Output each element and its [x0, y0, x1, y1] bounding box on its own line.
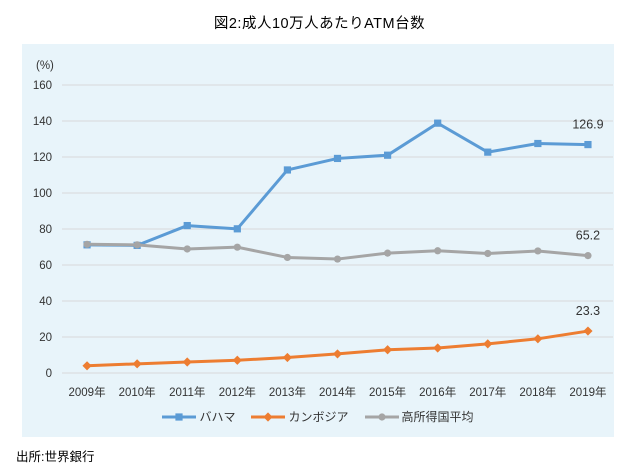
y-tick-label: 80: [39, 224, 52, 236]
square-marker: [333, 154, 342, 163]
square-marker: [283, 166, 292, 174]
y-tick-label: 40: [39, 296, 52, 308]
square-marker: [383, 151, 392, 159]
circle-marker: [377, 412, 386, 421]
square-marker: [233, 225, 241, 233]
legend-marker: [162, 412, 197, 421]
circle-marker: [484, 249, 492, 258]
circle-marker: [283, 253, 292, 262]
legend-label: 高所得国平均: [401, 410, 474, 424]
x-tick-label: 2016年: [419, 385, 456, 399]
x-tick-label: 2010年: [119, 385, 156, 399]
legend-label: バハマ: [199, 410, 236, 424]
data-label: 126.9: [572, 118, 603, 132]
x-tick-label: 2019年: [569, 385, 606, 399]
diamond-marker: [583, 326, 593, 336]
diamond-marker: [433, 343, 443, 353]
circle-marker: [534, 247, 542, 255]
line-chart-svg: 0 20 40 60 80 100 120 140 160 (%) 2009年 2010年 2011年 2…: [22, 44, 614, 437]
data-label: 65.2: [576, 229, 600, 243]
circle-marker: [333, 255, 342, 263]
diamond-marker: [82, 361, 92, 371]
chart-legend: バハマ カンボジア 高所得国平均: [22, 408, 614, 425]
y-tick-label: 140: [33, 116, 52, 128]
legend-item-高所得国平均: 高所得国平均: [364, 408, 474, 425]
series-高所得国平均: 65.2: [83, 229, 600, 263]
circle-marker: [383, 249, 392, 257]
circle-marker: [183, 245, 191, 253]
circle-marker: [233, 243, 241, 251]
legend-item-バハマ: バハマ: [162, 408, 235, 425]
circle-marker: [83, 240, 91, 248]
y-tick-label: 100: [33, 188, 52, 200]
diamond-marker: [232, 355, 242, 365]
x-tick-label: 2012年: [219, 385, 256, 399]
x-tick-label: 2009年: [68, 385, 105, 399]
square-marker: [534, 139, 542, 148]
y-tick-label: 20: [39, 332, 52, 344]
y-tick-label: 120: [33, 152, 52, 164]
y-axis-unit-label: (%): [36, 60, 54, 72]
diamond-marker: [382, 345, 393, 355]
x-tick-label: 2011年: [169, 385, 205, 399]
x-tick-label: 2013年: [269, 385, 306, 399]
legend-marker: [364, 412, 399, 421]
y-tick-label: 60: [39, 260, 52, 272]
circle-marker: [584, 252, 592, 260]
diamond-marker: [132, 359, 142, 369]
square-marker: [175, 412, 184, 421]
x-tick-label: 2014年: [319, 385, 356, 399]
diamond-marker: [282, 352, 293, 363]
series-カンボジア: 23.3: [82, 304, 600, 371]
diamond-marker: [182, 357, 192, 367]
legend-item-カンボジア: カンボジア: [251, 408, 349, 425]
data-label: 23.3: [576, 304, 600, 318]
square-marker: [484, 148, 492, 156]
circle-marker: [133, 241, 141, 249]
y-tick-label: 0: [46, 368, 52, 380]
square-marker: [183, 221, 191, 230]
y-tick-label: 160: [33, 80, 52, 92]
legend-label: カンボジア: [288, 410, 349, 424]
page-title: 図2:成人10万人あたりATM台数: [213, 16, 426, 32]
source-note: 出所:世界銀行: [16, 450, 95, 464]
diamond-marker: [332, 349, 343, 359]
diamond-marker: [533, 334, 543, 344]
x-tick-label: 2018年: [519, 385, 556, 399]
chart-panel: 0 20 40 60 80 100 120 140 160 (%) 2009年 2010年 2011年 2…: [22, 44, 614, 437]
legend-marker: [251, 411, 286, 422]
square-marker: [584, 140, 592, 149]
x-tick-label: 2017年: [469, 385, 506, 399]
x-tick-label: 2015年: [369, 385, 406, 399]
square-marker: [434, 119, 442, 127]
circle-marker: [434, 247, 442, 255]
diamond-marker: [263, 411, 274, 422]
diamond-marker: [483, 339, 493, 349]
plot-background: [22, 44, 614, 437]
